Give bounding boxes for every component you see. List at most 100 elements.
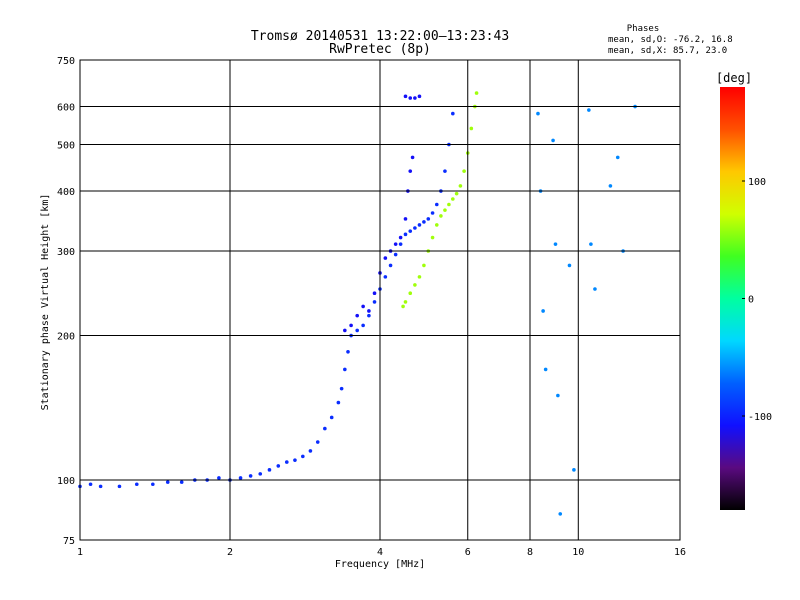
- data-point: [615, 155, 620, 160]
- data-point: [134, 482, 139, 487]
- data-point: [558, 512, 563, 516]
- data-point: [355, 313, 359, 318]
- y-tick-label: 750: [57, 56, 75, 67]
- x-tick-label: 10: [572, 547, 584, 558]
- data-point: [276, 464, 281, 468]
- data-point: [551, 138, 555, 143]
- y-tick-label: 75: [63, 536, 75, 547]
- data-point: [343, 367, 347, 372]
- data-point: [339, 386, 344, 391]
- data-point: [165, 480, 170, 484]
- data-point: [462, 169, 466, 173]
- data-point: [454, 191, 459, 196]
- data-point: [301, 454, 305, 459]
- data-point: [587, 108, 591, 112]
- data-point: [403, 232, 408, 237]
- data-point: [413, 283, 417, 287]
- data-point: [401, 304, 405, 309]
- data-point: [439, 214, 443, 218]
- data-point: [417, 275, 422, 279]
- data-point: [361, 304, 365, 309]
- data-point: [408, 96, 413, 100]
- data-point: [422, 263, 426, 268]
- data-point: [556, 393, 560, 398]
- data-point: [98, 484, 103, 489]
- data-point: [248, 474, 253, 478]
- data-point: [383, 256, 388, 260]
- colorbar-tick-label: -100: [748, 412, 772, 423]
- x-tick-label: 8: [527, 547, 533, 558]
- data-point: [343, 328, 347, 333]
- grid: [80, 60, 680, 540]
- data-point: [308, 449, 313, 453]
- data-point: [443, 169, 447, 173]
- data-point: [372, 300, 377, 304]
- data-point: [367, 309, 371, 313]
- data-point: [238, 476, 243, 480]
- chart-subtitle: RwPretec (8p): [329, 42, 431, 57]
- phases-title: Phases: [627, 24, 660, 34]
- axis-ticks: 1 2 4 6 8 10 16 75 100 200 300 400 500 600 750: [57, 56, 686, 558]
- x-axis-label: Frequency [MHz]: [335, 559, 425, 570]
- data-point: [346, 349, 350, 354]
- data-point: [267, 468, 272, 472]
- colorbar-tick-label: 100: [748, 177, 766, 188]
- y-tick-label: 200: [57, 332, 75, 343]
- x-tick-label: 1: [77, 547, 83, 558]
- y-tick-label: 300: [57, 247, 75, 258]
- data-point: [536, 111, 540, 116]
- data-point: [403, 217, 408, 221]
- data-point: [541, 309, 545, 313]
- data-point: [430, 235, 435, 240]
- data-point: [469, 126, 474, 131]
- data-point: [413, 96, 417, 100]
- data-point: [567, 263, 572, 268]
- data-point: [355, 328, 359, 333]
- data-point: [315, 440, 320, 444]
- data-point: [179, 480, 184, 484]
- data-point: [151, 482, 155, 487]
- data-point: [543, 367, 548, 372]
- data-point: [258, 472, 263, 476]
- chart-title: Tromsø 20140531 13:22:00–13:23:43: [251, 29, 509, 44]
- data-point: [361, 323, 365, 328]
- data-point: [408, 291, 413, 296]
- data-point: [217, 476, 221, 480]
- colorbar: [deg] 100 0 -100: [716, 71, 772, 510]
- x-tick-label: 4: [377, 547, 383, 558]
- data-point: [430, 211, 435, 215]
- data-point: [553, 242, 558, 246]
- data-point: [323, 426, 327, 431]
- plot-frame: [79, 59, 681, 541]
- data-point: [422, 220, 426, 224]
- y-tick-label: 400: [57, 187, 75, 198]
- data-point: [417, 94, 422, 99]
- data-point: [336, 400, 341, 405]
- data-point: [284, 460, 289, 464]
- data-point: [593, 287, 597, 291]
- x-tick-label: 2: [227, 547, 233, 558]
- data-point: [451, 197, 455, 201]
- colorbar-tick-label: 0: [748, 295, 754, 306]
- data-point: [388, 263, 393, 268]
- data-point: [398, 242, 403, 246]
- colorbar-gradient: [720, 87, 745, 510]
- data-point: [349, 323, 353, 328]
- data-point: [447, 202, 451, 207]
- data-point: [393, 242, 398, 246]
- data-point: [434, 202, 439, 207]
- data-point: [403, 94, 408, 99]
- y-axis-label: Stationary phase Virtual Height [km]: [40, 194, 51, 411]
- y-tick-label: 600: [57, 103, 75, 114]
- data-point: [88, 482, 93, 487]
- y-tick-label: 100: [57, 476, 75, 487]
- phases-line-x: mean, sd,X: 85.7, 23.0: [608, 46, 727, 56]
- data-point: [417, 223, 422, 227]
- phases-line-o: mean, sd,O: -76.2, 16.8: [608, 35, 733, 45]
- data-point: [408, 169, 413, 173]
- data-point: [398, 235, 403, 240]
- data-point: [393, 252, 398, 257]
- x-tick-label: 16: [674, 547, 686, 558]
- data-point: [408, 229, 413, 233]
